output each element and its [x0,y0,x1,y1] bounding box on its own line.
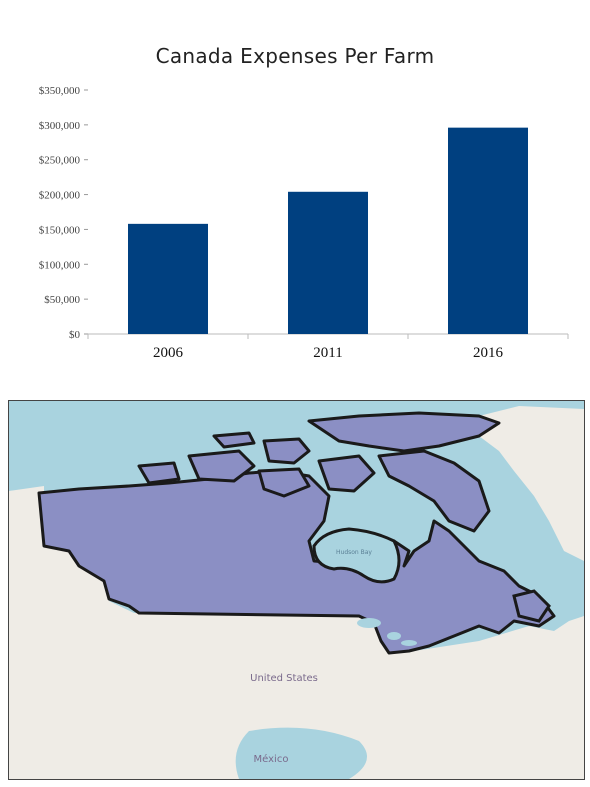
arctic-islands [137,411,501,533]
arctic-island [137,461,181,485]
x-tick-label: 2016 [473,345,504,361]
x-tick-label: 2006 [153,345,184,361]
arctic-island [212,431,256,449]
arctic-island [257,467,311,498]
arctic-island [187,449,256,483]
x-tick-label: 2011 [313,345,342,361]
us-landmass [9,486,584,779]
bar-2006 [128,223,208,334]
chart-title: Canada Expenses Per Farm [155,44,435,68]
arctic-island [317,454,376,493]
ellesmere-island [307,411,501,453]
y-tick-label: $300,000 [39,120,81,132]
bar-2016 [448,127,528,334]
canada-mainland [37,469,556,655]
bar-2011 [288,191,368,334]
y-tick-label: $250,000 [39,155,81,167]
y-tick-label: $100,000 [39,259,81,271]
map-canvas: United States México Hudson Bay [9,401,584,779]
label-united-states: United States [250,673,318,684]
newfoundland [512,589,551,623]
bar-chart: Canada Expenses Per Farm $0 $50,000 $100,0… [0,0,590,375]
label-hudson-bay: Hudson Bay [336,549,372,556]
greenland-landmass [459,406,584,561]
great-lakes [357,618,417,646]
label-mexico: México [254,753,289,765]
y-axis: $0 $50,000 $100,000 $150,000 $200,000 $250,00… [39,85,88,341]
alaska-landmass [9,489,44,556]
y-tick-label: $50,000 [44,294,80,306]
gulf-of-mexico [235,727,367,779]
baffin-island [377,449,491,533]
y-tick-label: $150,000 [39,224,81,236]
hudson-bay [312,527,401,584]
arctic-island [262,437,311,465]
y-tick-label: $350,000 [39,85,81,97]
y-tick-label: $0 [69,329,81,341]
y-tick-label: $200,000 [39,190,81,202]
canada-map: United States México Hudson Bay [8,400,585,780]
bars [128,127,528,334]
chart-plot: $0 $50,000 $100,000 $150,000 $200,000 $250,00… [39,85,569,361]
x-axis: 2006 2011 2016 [87,333,569,361]
